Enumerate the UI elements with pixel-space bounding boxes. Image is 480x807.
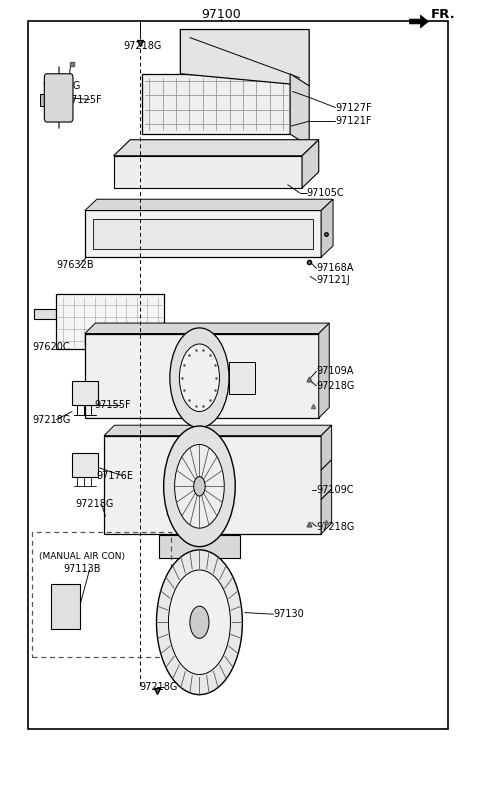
Text: 97100: 97100 [201, 8, 241, 21]
Polygon shape [39, 94, 48, 106]
Bar [72, 381, 98, 405]
Bar [85, 333, 319, 418]
Text: 97121F: 97121F [336, 116, 372, 126]
Text: 97109C: 97109C [316, 484, 354, 495]
Text: 97168A: 97168A [316, 263, 354, 274]
Circle shape [175, 445, 224, 528]
Text: 97620C: 97620C [33, 342, 70, 352]
Bar [51, 584, 80, 629]
Polygon shape [321, 199, 333, 257]
Polygon shape [302, 140, 319, 188]
Text: 97113B: 97113B [63, 564, 101, 574]
Polygon shape [85, 199, 333, 211]
Text: 97130: 97130 [274, 609, 304, 619]
Circle shape [194, 477, 205, 496]
Polygon shape [34, 308, 85, 319]
Bar [56, 294, 164, 349]
Circle shape [156, 550, 242, 695]
Polygon shape [319, 323, 329, 418]
Text: 97109A: 97109A [316, 366, 354, 376]
Text: 97121J: 97121J [316, 275, 350, 286]
Bar [72, 454, 98, 478]
Text: (MANUAL AIR CON): (MANUAL AIR CON) [38, 552, 125, 561]
Polygon shape [159, 535, 240, 558]
Bar [94, 219, 312, 249]
Polygon shape [321, 425, 332, 533]
Text: 97218G: 97218G [316, 521, 355, 532]
Text: 97176E: 97176E [97, 470, 134, 481]
Text: 97218G: 97218G [316, 381, 355, 391]
Text: 97218G: 97218G [75, 499, 114, 509]
Text: 97125F: 97125F [66, 94, 102, 104]
Polygon shape [114, 140, 319, 156]
FancyBboxPatch shape [44, 73, 73, 122]
Bar [28, 22, 447, 730]
Circle shape [168, 570, 230, 675]
Text: FR.: FR. [431, 8, 456, 21]
Text: 97218G: 97218G [140, 682, 178, 692]
Circle shape [170, 328, 229, 428]
Polygon shape [229, 362, 255, 394]
Text: 97218G: 97218G [33, 415, 71, 424]
Text: 97218G: 97218G [123, 40, 161, 51]
Bar [85, 211, 321, 257]
Polygon shape [85, 323, 329, 333]
Polygon shape [290, 73, 309, 146]
Circle shape [164, 426, 235, 546]
Text: 97105C: 97105C [307, 188, 345, 198]
Text: 97127F: 97127F [336, 102, 372, 112]
Text: 97632B: 97632B [56, 260, 94, 270]
Circle shape [180, 344, 219, 412]
Polygon shape [180, 30, 309, 86]
Bar [33, 532, 171, 657]
Polygon shape [104, 425, 332, 436]
Bar [104, 436, 321, 533]
Text: 97218G: 97218G [42, 81, 80, 91]
Bar [114, 156, 302, 188]
Text: 97155F: 97155F [95, 400, 131, 410]
Circle shape [190, 606, 209, 638]
Polygon shape [409, 15, 429, 28]
Polygon shape [142, 73, 290, 134]
